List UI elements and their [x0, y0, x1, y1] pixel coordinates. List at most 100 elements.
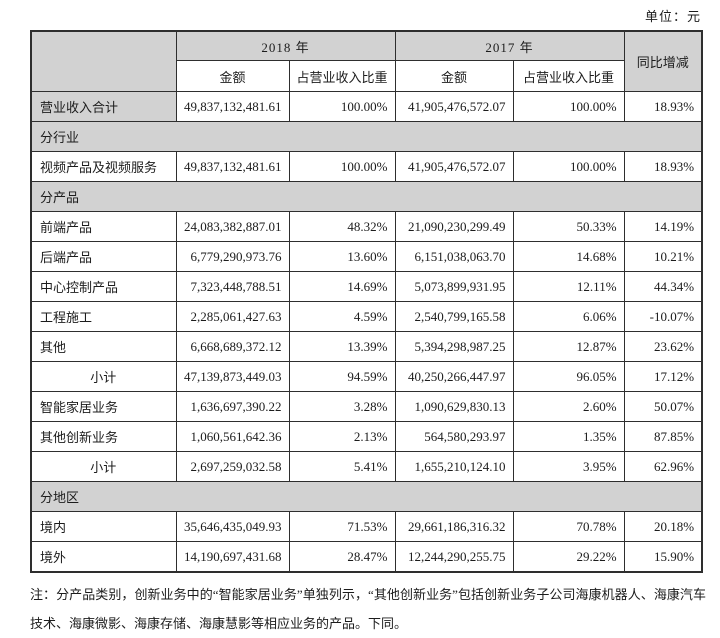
revenue-table: 2018 年 2017 年 同比增减 金额 占营业收入比重 金额 占营业收入比重…: [30, 30, 704, 573]
value-cell: 13.60%: [288, 241, 396, 272]
header-amount-2017: 金额: [394, 60, 514, 92]
row-label: 小计: [30, 361, 177, 392]
value-cell: 1,655,210,124.10: [394, 451, 514, 482]
value-cell: 2.60%: [512, 391, 625, 422]
value-cell: 1,636,697,390.22: [175, 391, 290, 422]
row-label: 后端产品: [30, 241, 177, 272]
value-cell: 70.78%: [512, 511, 625, 542]
section-label: 分产品: [30, 181, 703, 212]
table-row: 视频产品及视频服务 49,837,132,481.61 100.00% 41,905,…: [30, 151, 703, 182]
value-cell: 29,661,186,316.32: [394, 511, 514, 542]
header-year-2017: 2017 年: [394, 30, 625, 61]
value-cell: 50.07%: [623, 391, 703, 422]
value-cell: 100.00%: [288, 91, 396, 122]
value-cell: 40,250,266,447.97: [394, 361, 514, 392]
table-row: 智能家居业务 1,636,697,390.22 3.28% 1,090,629,830…: [30, 391, 703, 422]
value-cell: 29.22%: [512, 541, 625, 573]
value-cell: -10.07%: [623, 301, 703, 332]
section-row: 分产品: [30, 181, 703, 212]
value-cell: 15.90%: [623, 541, 703, 573]
value-cell: 24,083,382,887.01: [175, 211, 290, 242]
table-row: 后端产品 6,779,290,973.76 13.60% 6,151,038,063.…: [30, 241, 703, 272]
header-corner-cell: [30, 30, 177, 92]
value-cell: 10.21%: [623, 241, 703, 272]
value-cell: 21,090,230,299.49: [394, 211, 514, 242]
value-cell: 6,668,689,372.12: [175, 331, 290, 362]
header-amount-2018: 金额: [175, 60, 290, 92]
row-label: 其他: [30, 331, 177, 362]
value-cell: 48.32%: [288, 211, 396, 242]
value-cell: 6,779,290,973.76: [175, 241, 290, 272]
value-cell: 12,244,290,255.75: [394, 541, 514, 573]
value-cell: 49,837,132,481.61: [175, 151, 290, 182]
row-label: 境内: [30, 511, 177, 542]
value-cell: 14.68%: [512, 241, 625, 272]
value-cell: 14.69%: [288, 271, 396, 302]
value-cell: 1,090,629,830.13: [394, 391, 514, 422]
table-row: 营业收入合计 49,837,132,481.61 100.00% 41,905,476…: [30, 91, 703, 122]
value-cell: 96.05%: [512, 361, 625, 392]
value-cell: 5,394,298,987.25: [394, 331, 514, 362]
value-cell: 23.62%: [623, 331, 703, 362]
header-ratio-2018: 占营业收入比重: [288, 60, 396, 92]
row-label: 小计: [30, 451, 177, 482]
row-label: 境外: [30, 541, 177, 573]
table-row: 中心控制产品 7,323,448,788.51 14.69% 5,073,899,93…: [30, 271, 703, 302]
row-label: 中心控制产品: [30, 271, 177, 302]
table-row: 工程施工 2,285,061,427.63 4.59% 2,540,799,165.5…: [30, 301, 703, 332]
table-row: 小计 47,139,873,449.03 94.59% 40,250,266,447.…: [30, 361, 703, 392]
section-label: 分地区: [30, 481, 703, 512]
value-cell: 47,139,873,449.03: [175, 361, 290, 392]
value-cell: 5.41%: [288, 451, 396, 482]
table-row: 其他创新业务 1,060,561,642.36 2.13% 564,580,293.9…: [30, 421, 703, 452]
value-cell: 71.53%: [288, 511, 396, 542]
value-cell: 14.19%: [623, 211, 703, 242]
value-cell: 12.11%: [512, 271, 625, 302]
header-ratio-2017: 占营业收入比重: [512, 60, 625, 92]
value-cell: 4.59%: [288, 301, 396, 332]
value-cell: 17.12%: [623, 361, 703, 392]
row-label: 智能家居业务: [30, 391, 177, 422]
section-row: 分行业: [30, 121, 703, 152]
section-label: 分行业: [30, 121, 703, 152]
value-cell: 18.93%: [623, 91, 703, 122]
value-cell: 6.06%: [512, 301, 625, 332]
value-cell: 2,540,799,165.58: [394, 301, 514, 332]
value-cell: 50.33%: [512, 211, 625, 242]
value-cell: 41,905,476,572.07: [394, 91, 514, 122]
table-header: 2018 年 2017 年 同比增减 金额 占营业收入比重 金额 占营业收入比重: [30, 30, 703, 92]
value-cell: 1,060,561,642.36: [175, 421, 290, 452]
value-cell: 2.13%: [288, 421, 396, 452]
value-cell: 7,323,448,788.51: [175, 271, 290, 302]
value-cell: 62.96%: [623, 451, 703, 482]
value-cell: 564,580,293.97: [394, 421, 514, 452]
value-cell: 44.34%: [623, 271, 703, 302]
value-cell: 5,073,899,931.95: [394, 271, 514, 302]
value-cell: 1.35%: [512, 421, 625, 452]
value-cell: 28.47%: [288, 541, 396, 573]
value-cell: 2,285,061,427.63: [175, 301, 290, 332]
row-label: 营业收入合计: [30, 91, 177, 122]
value-cell: 18.93%: [623, 151, 703, 182]
footnote: 注：分产品类别，创新业务中的“智能家居业务”单独列示，“其他创新业务”包括创新业…: [30, 587, 706, 631]
value-cell: 100.00%: [288, 151, 396, 182]
unit-label: 单位：元: [644, 9, 701, 24]
value-cell: 12.87%: [512, 331, 625, 362]
value-cell: 2,697,259,032.58: [175, 451, 290, 482]
value-cell: 94.59%: [288, 361, 396, 392]
value-cell: 20.18%: [623, 511, 703, 542]
value-cell: 41,905,476,572.07: [394, 151, 514, 182]
row-label: 工程施工: [30, 301, 177, 332]
table-row: 境内 35,646,435,049.93 71.53% 29,661,186,316.…: [30, 511, 703, 542]
value-cell: 6,151,038,063.70: [394, 241, 514, 272]
value-cell: 100.00%: [512, 91, 625, 122]
value-cell: 3.28%: [288, 391, 396, 422]
value-cell: 100.00%: [512, 151, 625, 182]
row-label: 前端产品: [30, 211, 177, 242]
value-cell: 49,837,132,481.61: [175, 91, 290, 122]
row-label: 视频产品及视频服务: [30, 151, 177, 182]
row-label: 其他创新业务: [30, 421, 177, 452]
section-row: 分地区: [30, 481, 703, 512]
header-year-2018: 2018 年: [175, 30, 396, 61]
